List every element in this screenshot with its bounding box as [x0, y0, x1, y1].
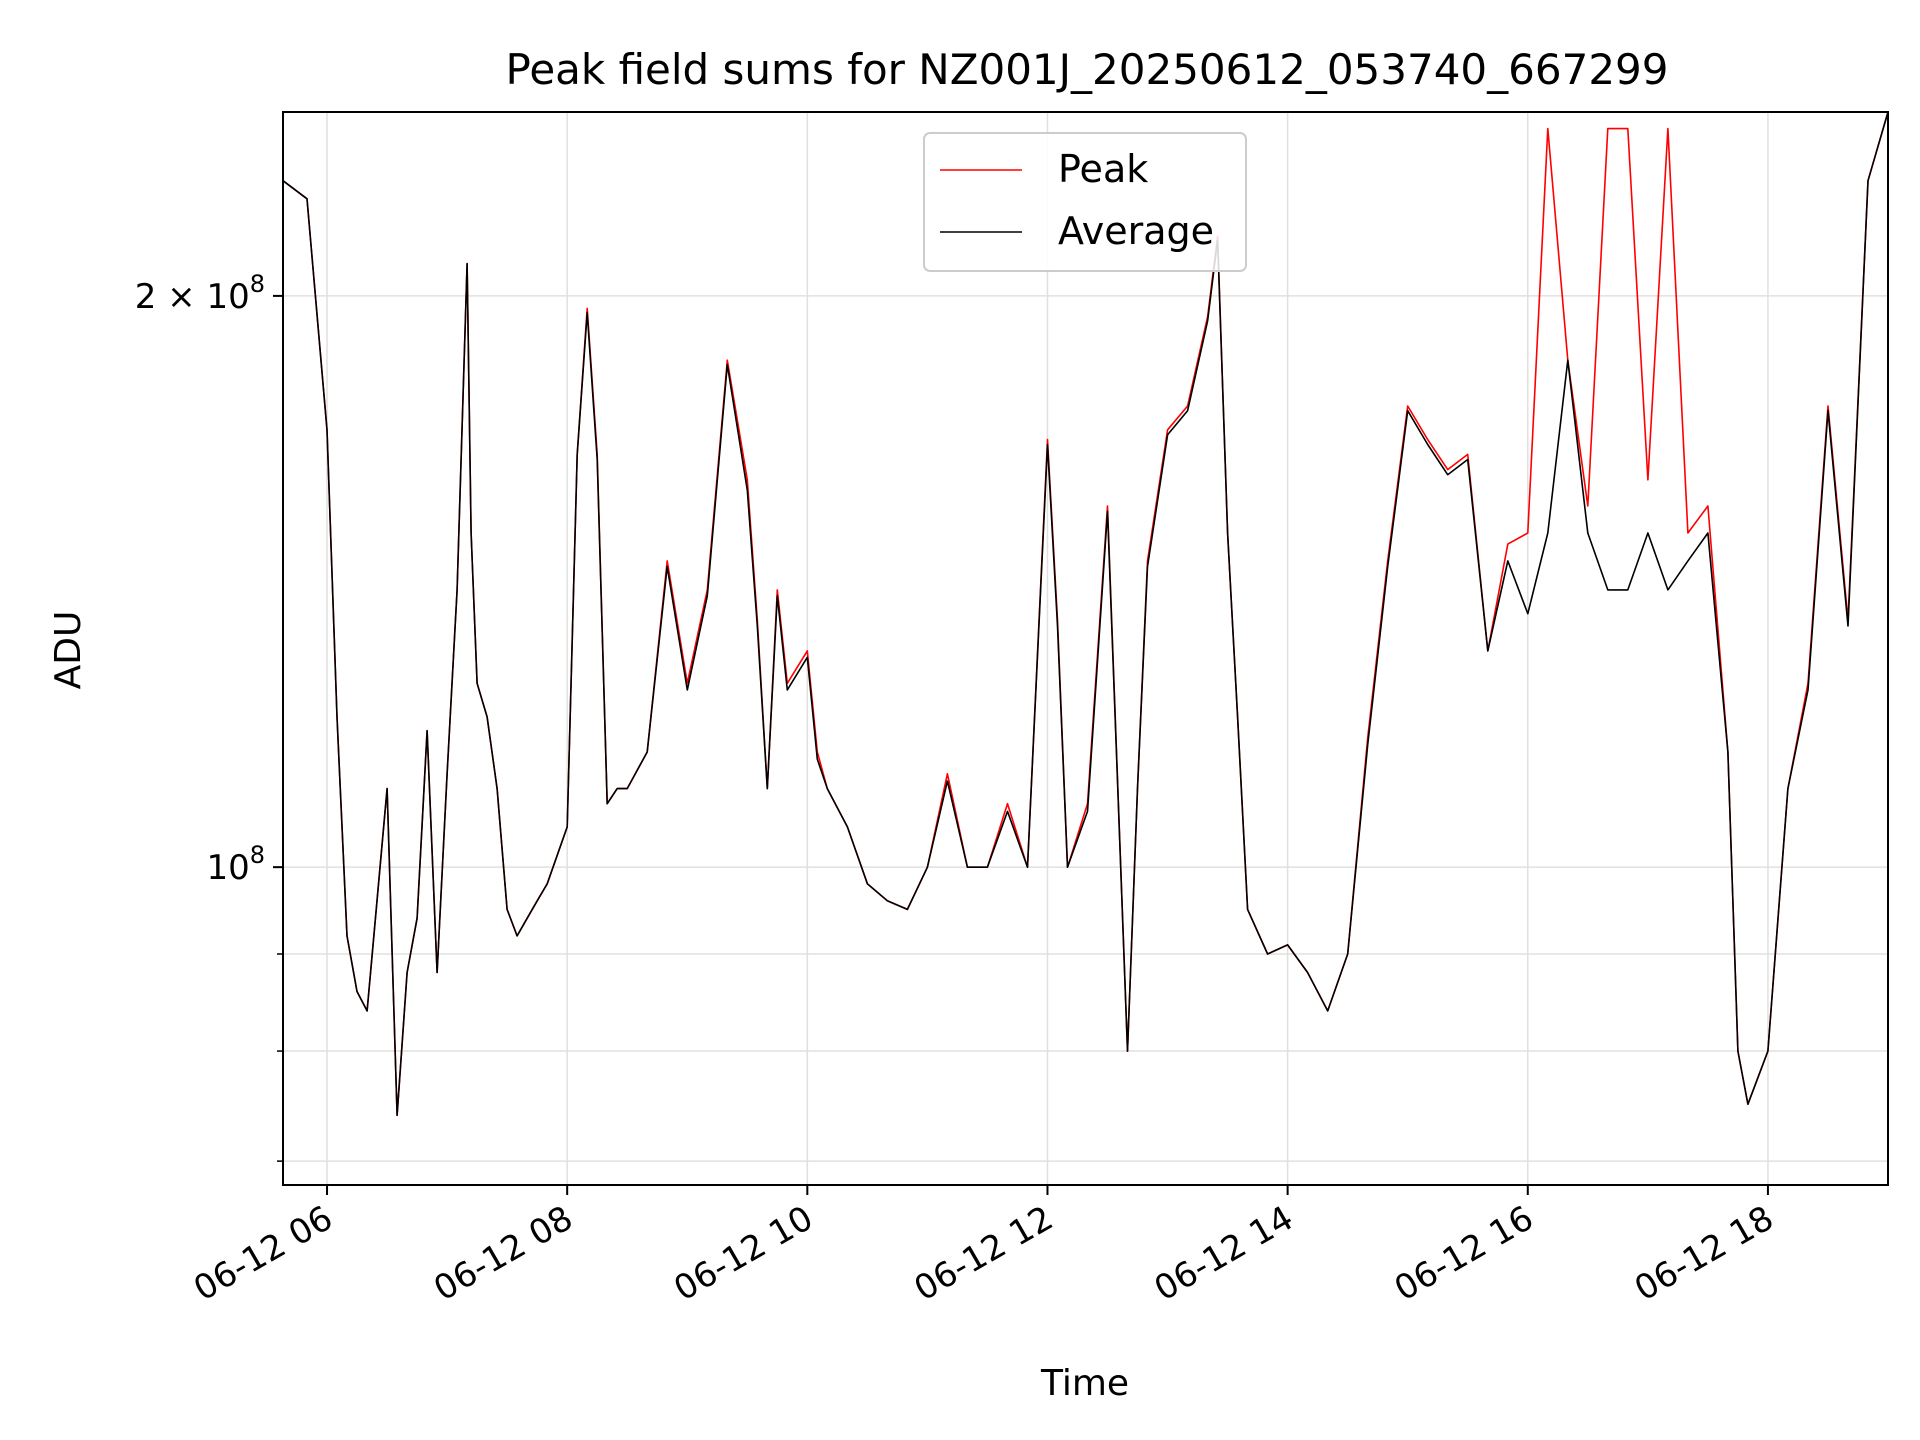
chart-title: Peak field sums for NZ001J_20250612_0537…	[506, 45, 1669, 94]
legend: Peak Average	[923, 132, 1247, 272]
plot-frame	[282, 111, 1889, 1186]
legend-label-peak: Peak	[1058, 147, 1148, 191]
x-axis-label: Time	[1040, 1363, 1129, 1404]
y-tick-label: 2 × 108	[135, 270, 265, 317]
y-tick-label: 108	[206, 841, 265, 888]
legend-box	[923, 132, 1247, 272]
legend-label-average: Average	[1058, 209, 1214, 253]
series-line-average	[283, 112, 1888, 1117]
y-axis-label: ADU	[48, 611, 89, 690]
y-axis: 108 2 × 108	[135, 270, 283, 1162]
grid	[283, 112, 1888, 1185]
series-group	[283, 112, 1888, 1117]
